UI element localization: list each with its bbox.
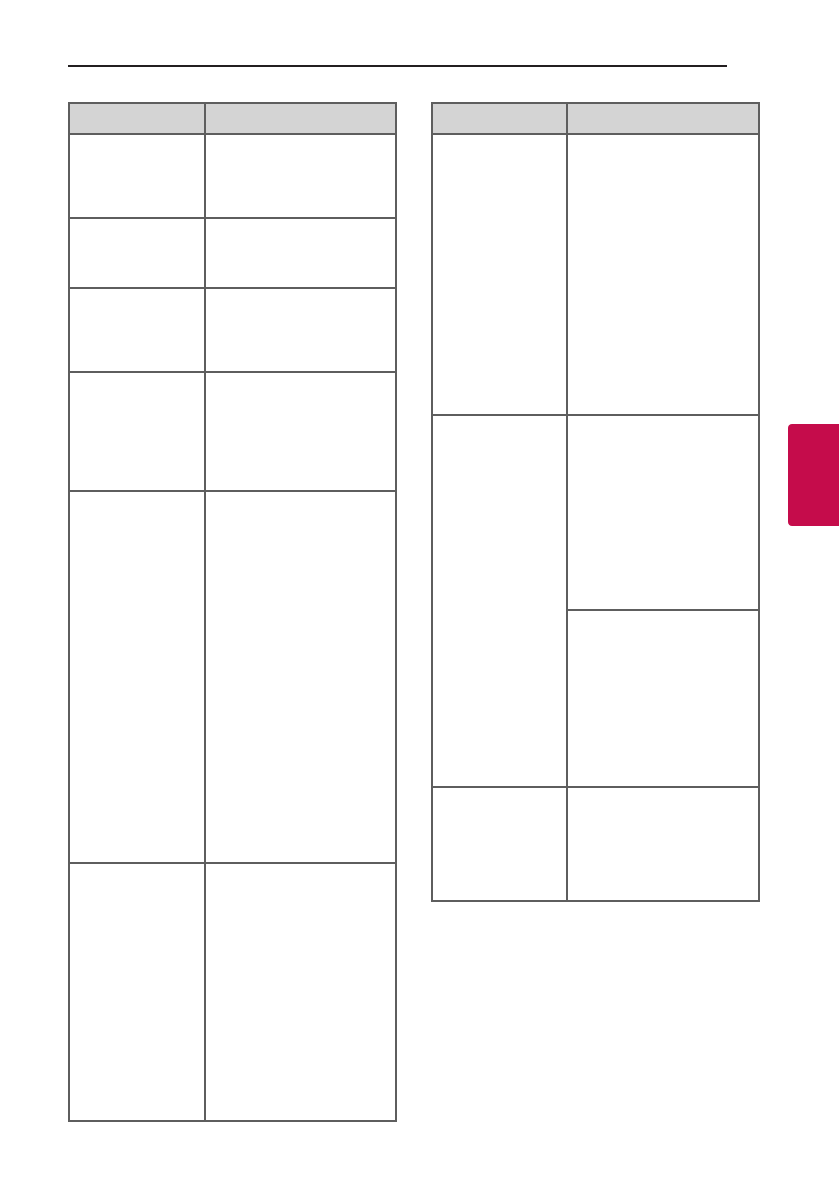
column-divider	[566, 104, 568, 900]
column-divider	[204, 104, 206, 1120]
table-row-divider	[70, 371, 395, 373]
table-header-row	[433, 104, 758, 135]
table-row-divider	[433, 414, 758, 416]
page-header-rule	[68, 65, 727, 67]
table-row-divider	[70, 490, 395, 492]
left-table	[68, 102, 397, 1122]
table-subrow-divider	[567, 609, 758, 611]
table-row-divider	[433, 786, 758, 788]
table-header-row	[70, 104, 395, 135]
table-row-divider	[70, 287, 395, 289]
chapter-tab	[788, 424, 839, 526]
table-row-divider	[70, 217, 395, 219]
right-table	[431, 102, 760, 902]
table-row-divider	[70, 862, 395, 864]
